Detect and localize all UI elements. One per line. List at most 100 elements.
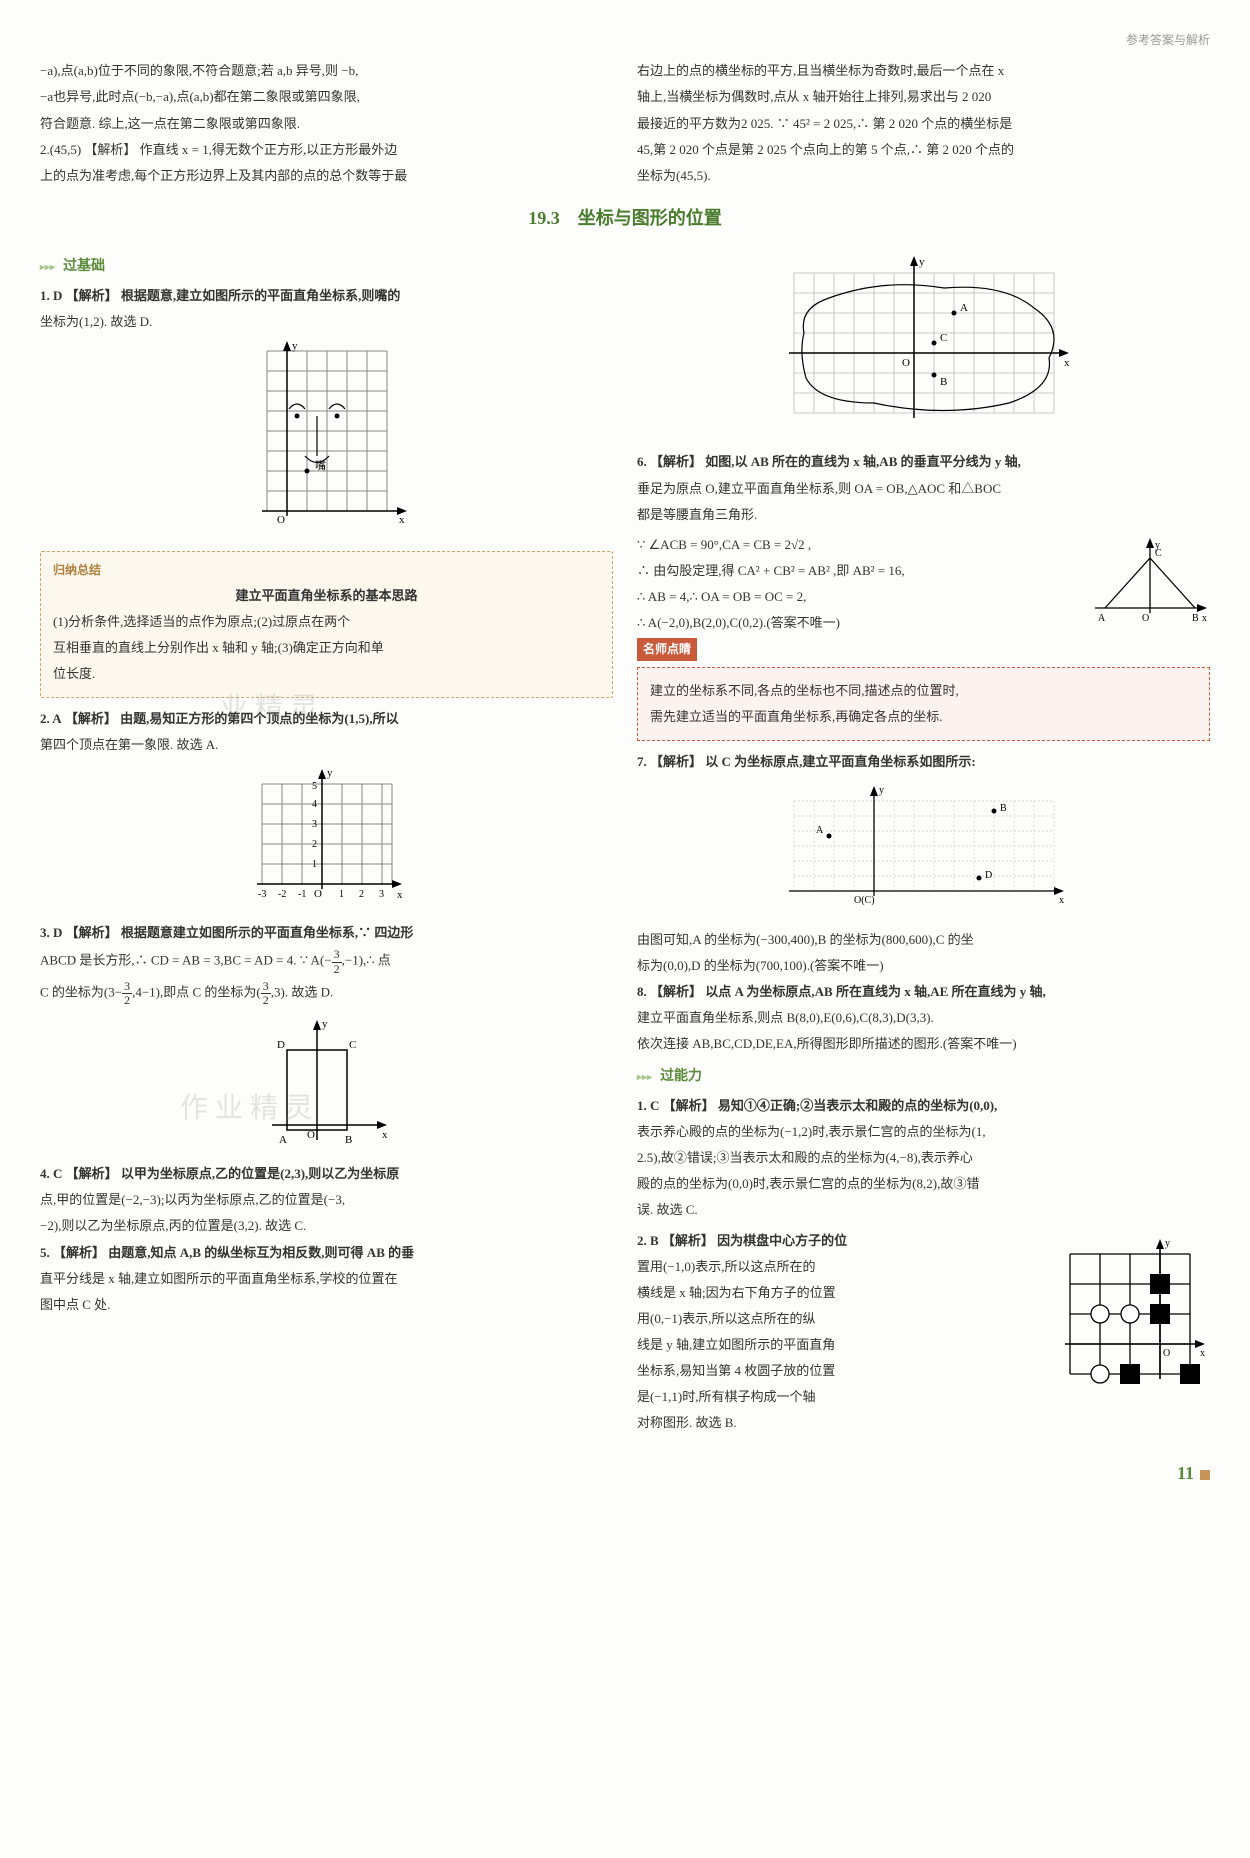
basic-header: 过基础 [40,255,613,279]
q6-e: ∴ 由勾股定理,得 CA² + CB² = AB² ,即 AB² = 16, [637,560,1080,582]
summary-l3: 位长度. [53,663,600,685]
svg-text:2: 2 [312,839,317,850]
svg-text:O: O [277,514,285,526]
q5-line: 5. 【解析】 由题意,知点 A,B 的纵坐标互为相反数,则可得 AB 的垂 [40,1242,613,1264]
top-l1: −a),点(a,b)位于不同的象限,不符合题意;若 a,b 异号,则 −b, [40,60,613,82]
summary-l2: 互相垂直的直线上分别作出 x 轴和 y 轴;(3)确定正方向和单 [53,637,600,659]
q8-line: 8. 【解析】 以点 A 为坐标原点,AB 所在直线为 x 轴,AE 所在直线为… [637,981,1210,1003]
svg-text:B: B [1192,613,1199,624]
q7b-a: 由图可知,A 的坐标为(−300,400),B 的坐标为(800,600),C … [637,929,1210,951]
svg-text:D: D [277,1039,285,1051]
svg-text:A: A [279,1134,287,1146]
q3-line: 3. D 【解析】 根据题意建立如图所示的平面直角坐标系,∵ 四边形 [40,922,613,944]
q6-a: 【解析】 如图,以 AB 所在的直线为 x 轴,AB 的垂直平分线为 y 轴, [650,454,1021,469]
teacher-tag: 名师点睛 [637,638,697,660]
svg-text:x: x [1059,895,1064,906]
figure-7: y x O(C) A B D [637,781,1210,921]
a1-b: 表示养心殿的点的坐标为(−1,2)时,表示景仁宫的点的坐标为(1, [637,1121,1210,1143]
figure-3: y x O A B C D [40,1015,613,1155]
q4-line: 4. C 【解析】 以甲为坐标原点,乙的位置是(2,3),则以乙为坐标原 [40,1163,613,1185]
svg-text:O: O [1163,1348,1170,1359]
svg-text:A: A [1098,613,1106,624]
a2-b: 置用(−1,0)表示,所以这点所在的 [637,1256,1040,1278]
a2-d: 用(0,−1)表示,所以这点所在的纵 [637,1308,1040,1330]
q6-d: ∵ ∠ACB = 90°,CA = CB = 2√2 , [637,534,1080,556]
svg-text:x: x [382,1129,388,1141]
svg-text:y: y [879,785,884,796]
svg-text:1: 1 [312,859,317,870]
svg-text:-2: -2 [278,889,286,900]
a2-a: 【解析】 因为棋盘中心方子的位 [662,1233,847,1248]
svg-text:y: y [1165,1238,1170,1249]
q8-c: 依次连接 AB,BC,CD,DE,EA,所得图形即所描述的图形.(答案不唯一) [637,1033,1210,1055]
q7-num: 7. [637,754,647,769]
q2-num: 2. A [40,711,62,726]
teacher-b: 需先建立适当的平面直角坐标系,再确定各点的坐标. [650,706,1197,728]
q6-b: 垂足为原点 O,建立平面直角坐标系,则 OA = OB,△AOC 和△BOC [637,478,1210,500]
svg-text:-1: -1 [298,889,306,900]
figure-go: y x O [1050,1234,1210,1394]
q4-a: 【解析】 以甲为坐标原点,乙的位置是(2,3),则以乙为坐标原 [66,1166,400,1181]
top-continuation: −a),点(a,b)位于不同的象限,不符合题意;若 a,b 异号,则 −b, −… [40,56,1210,190]
svg-text:1: 1 [339,889,344,900]
svg-text:B: B [345,1134,352,1146]
a2-c: 横线是 x 轴;因为右下角方子的位置 [637,1282,1040,1304]
svg-text:O: O [902,357,910,369]
top-r4: 45,第 2 020 个点是第 2 025 个点向上的第 5 个点,∴ 第 2 … [637,139,1210,161]
svg-text:-3: -3 [258,889,266,900]
q7b-b: 标为(0,0),D 的坐标为(700,100).(答案不唯一) [637,955,1210,977]
q1-num: 1. D [40,288,62,303]
a2-g: 是(−1,1)时,所有棋子构成一个轴 [637,1386,1040,1408]
ability-header: 过能力 [637,1065,1210,1089]
svg-text:y: y [1155,540,1160,551]
summary-tag: 归纳总结 [53,560,600,580]
q2-b: 第四个顶点在第一象限. 故选 A. [40,734,613,756]
left-column: 过基础 1. D 【解析】 根据题意,建立如图所示的平面直角坐标系,则嘴的 坐标… [40,245,613,1438]
figure-r-map: y x O A C B [637,253,1210,443]
top-r2: 轴上,当横坐标为偶数时,点从 x 轴开始往上排列,易求出与 2 020 [637,86,1210,108]
svg-text:x: x [1064,357,1070,369]
q6-line: 6. 【解析】 如图,以 AB 所在的直线为 x 轴,AB 的垂直平分线为 y … [637,451,1210,473]
svg-text:x: x [1200,1348,1205,1359]
teacher-a: 建立的坐标系不同,各点的坐标也不同,描述点的位置时, [650,680,1197,702]
svg-text:A: A [816,825,824,836]
q3-a: 【解析】 根据题意建立如图所示的平面直角坐标系,∵ 四边形 [66,925,414,940]
a2-h: 对称图形. 故选 B. [637,1412,1040,1434]
summary-box: 归纳总结 建立平面直角坐标系的基本思路 (1)分析条件,选择适当的点作为原点;(… [40,551,613,698]
svg-text:x: x [1202,613,1207,624]
section-title: 19.3 坐标与图形的位置 [40,203,1210,234]
q2-a: 【解析】 由题,易知正方形的第四个顶点的坐标为(1,5),所以 [65,711,399,726]
a2-e: 线是 y 轴,建立如图所示的平面直角 [637,1334,1040,1356]
a1-num: 1. C [637,1098,659,1113]
q6-c: 都是等腰直角三角形. [637,504,1210,526]
q5-num: 5. [40,1245,50,1260]
q7-line: 7. 【解析】 以 C 为坐标原点,建立平面直角坐标系如图所示: [637,751,1210,773]
q6-f: ∴ AB = 4,∴ OA = OB = OC = 2, [637,586,1080,608]
q4-b: 点,甲的位置是(−2,−3);以丙为坐标原点,乙的位置是(−3, [40,1189,613,1211]
svg-text:B: B [1000,803,1007,814]
top-l5: 上的点为准考虑,每个正方形边界上及其内部的点的总个数等于最 [40,165,613,187]
top-l2: −a也异号,此时点(−b,−a),点(a,b)都在第二象限或第四象限, [40,86,613,108]
q2-line: 2. A 【解析】 由题,易知正方形的第四个顶点的坐标为(1,5),所以 [40,708,613,730]
figure-1: y x O 嘴 [40,341,613,541]
a1-d: 殿的点的坐标为(0,0)时,表示景仁宫的点的坐标为(8,2),故③错 [637,1173,1210,1195]
q1-a: 【解析】 根据题意,建立如图所示的平面直角坐标系,则嘴的 [66,288,401,303]
q8-b: 建立平面直角坐标系,则点 B(8,0),E(0,6),C(8,3),D(3,3)… [637,1007,1210,1029]
q5-b: 直平分线是 x 轴,建立如图所示的平面直角坐标系,学校的位置在 [40,1268,613,1290]
figure-6: A O B C y x [1090,538,1210,628]
q3-b: ABCD 是长方形,∴ CD = AB = 3,BC = AD = 4. ∵ A… [40,948,613,975]
summary-l1: (1)分析条件,选择适当的点作为原点;(2)过原点在两个 [53,611,600,633]
q5-c: 图中点 C 处. [40,1294,613,1316]
svg-text:3: 3 [312,819,317,830]
a1-c: 2.5),故②错误;③当表示太和殿的点的坐标为(4,−8),表示养心 [637,1147,1210,1169]
q6-num: 6. [637,454,647,469]
top-r3: 最接近的平方数为2 025. ∵ 45² = 2 025,∴ 第 2 020 个… [637,113,1210,135]
svg-text:4: 4 [312,799,317,810]
svg-text:嘴: 嘴 [315,459,326,472]
a2-f: 坐标系,易知当第 4 枚圆子放的位置 [637,1360,1040,1382]
q8-a: 【解析】 以点 A 为坐标原点,AB 所在直线为 x 轴,AE 所在直线为 y … [650,984,1046,999]
q4-c: −2),则以乙为坐标原点,丙的位置是(3,2). 故选 C. [40,1215,613,1237]
svg-text:5: 5 [312,781,317,792]
top-r1: 右边上的点的横坐标的平方,且当横坐标为奇数时,最后一个点在 x [637,60,1210,82]
top-r5: 坐标为(45,5). [637,165,1210,187]
